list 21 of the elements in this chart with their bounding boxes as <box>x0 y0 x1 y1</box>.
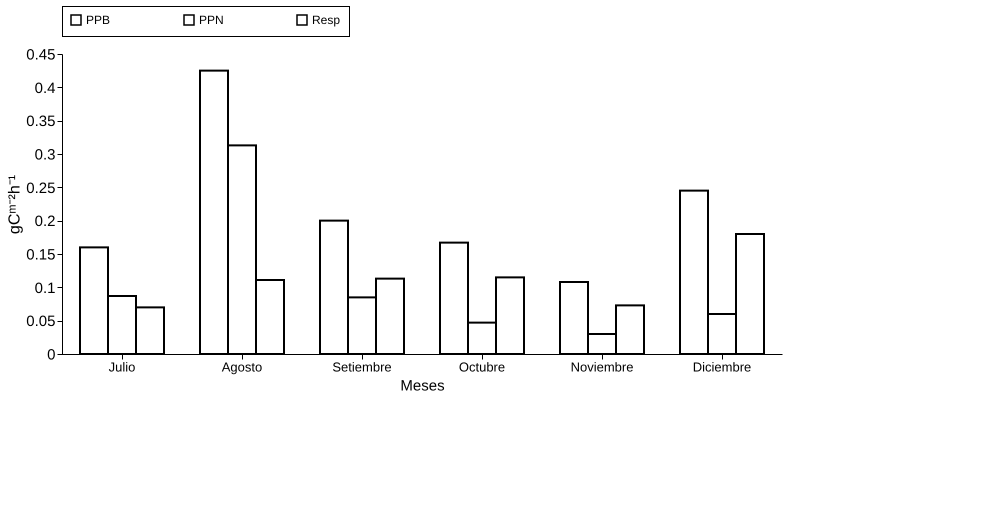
x-tick-label: Julio <box>108 360 136 374</box>
x-tick-label: Agosto <box>222 360 262 374</box>
y-tick-label: 0.35 <box>26 113 56 130</box>
y-tick-label: 0.4 <box>34 80 56 97</box>
y-tick-label: 0.2 <box>34 213 56 230</box>
x-tick-label: Setiembre <box>332 360 392 374</box>
y-tick-label: 0.05 <box>26 313 56 330</box>
legend-label: PPN <box>199 13 224 27</box>
y-tick-label: 0.15 <box>26 246 56 264</box>
x-tick-label: Diciembre <box>692 360 752 374</box>
x-tick-label: Noviembre <box>570 360 634 374</box>
y-tick-label: 0.3 <box>34 146 56 164</box>
legend-label: Resp <box>312 13 340 27</box>
y-tick-label: 0.1 <box>34 280 56 297</box>
legend-label: PPB <box>86 13 110 27</box>
y-axis-title: gCᵐ⁻²h⁻¹ <box>6 174 24 234</box>
x-tick-label: Octubre <box>458 360 506 374</box>
x-axis-title: Meses <box>400 378 445 394</box>
y-tick-label: 0 <box>47 346 56 364</box>
y-tick-label: 0.45 <box>26 46 56 64</box>
y-tick-label: 0.25 <box>26 180 56 197</box>
